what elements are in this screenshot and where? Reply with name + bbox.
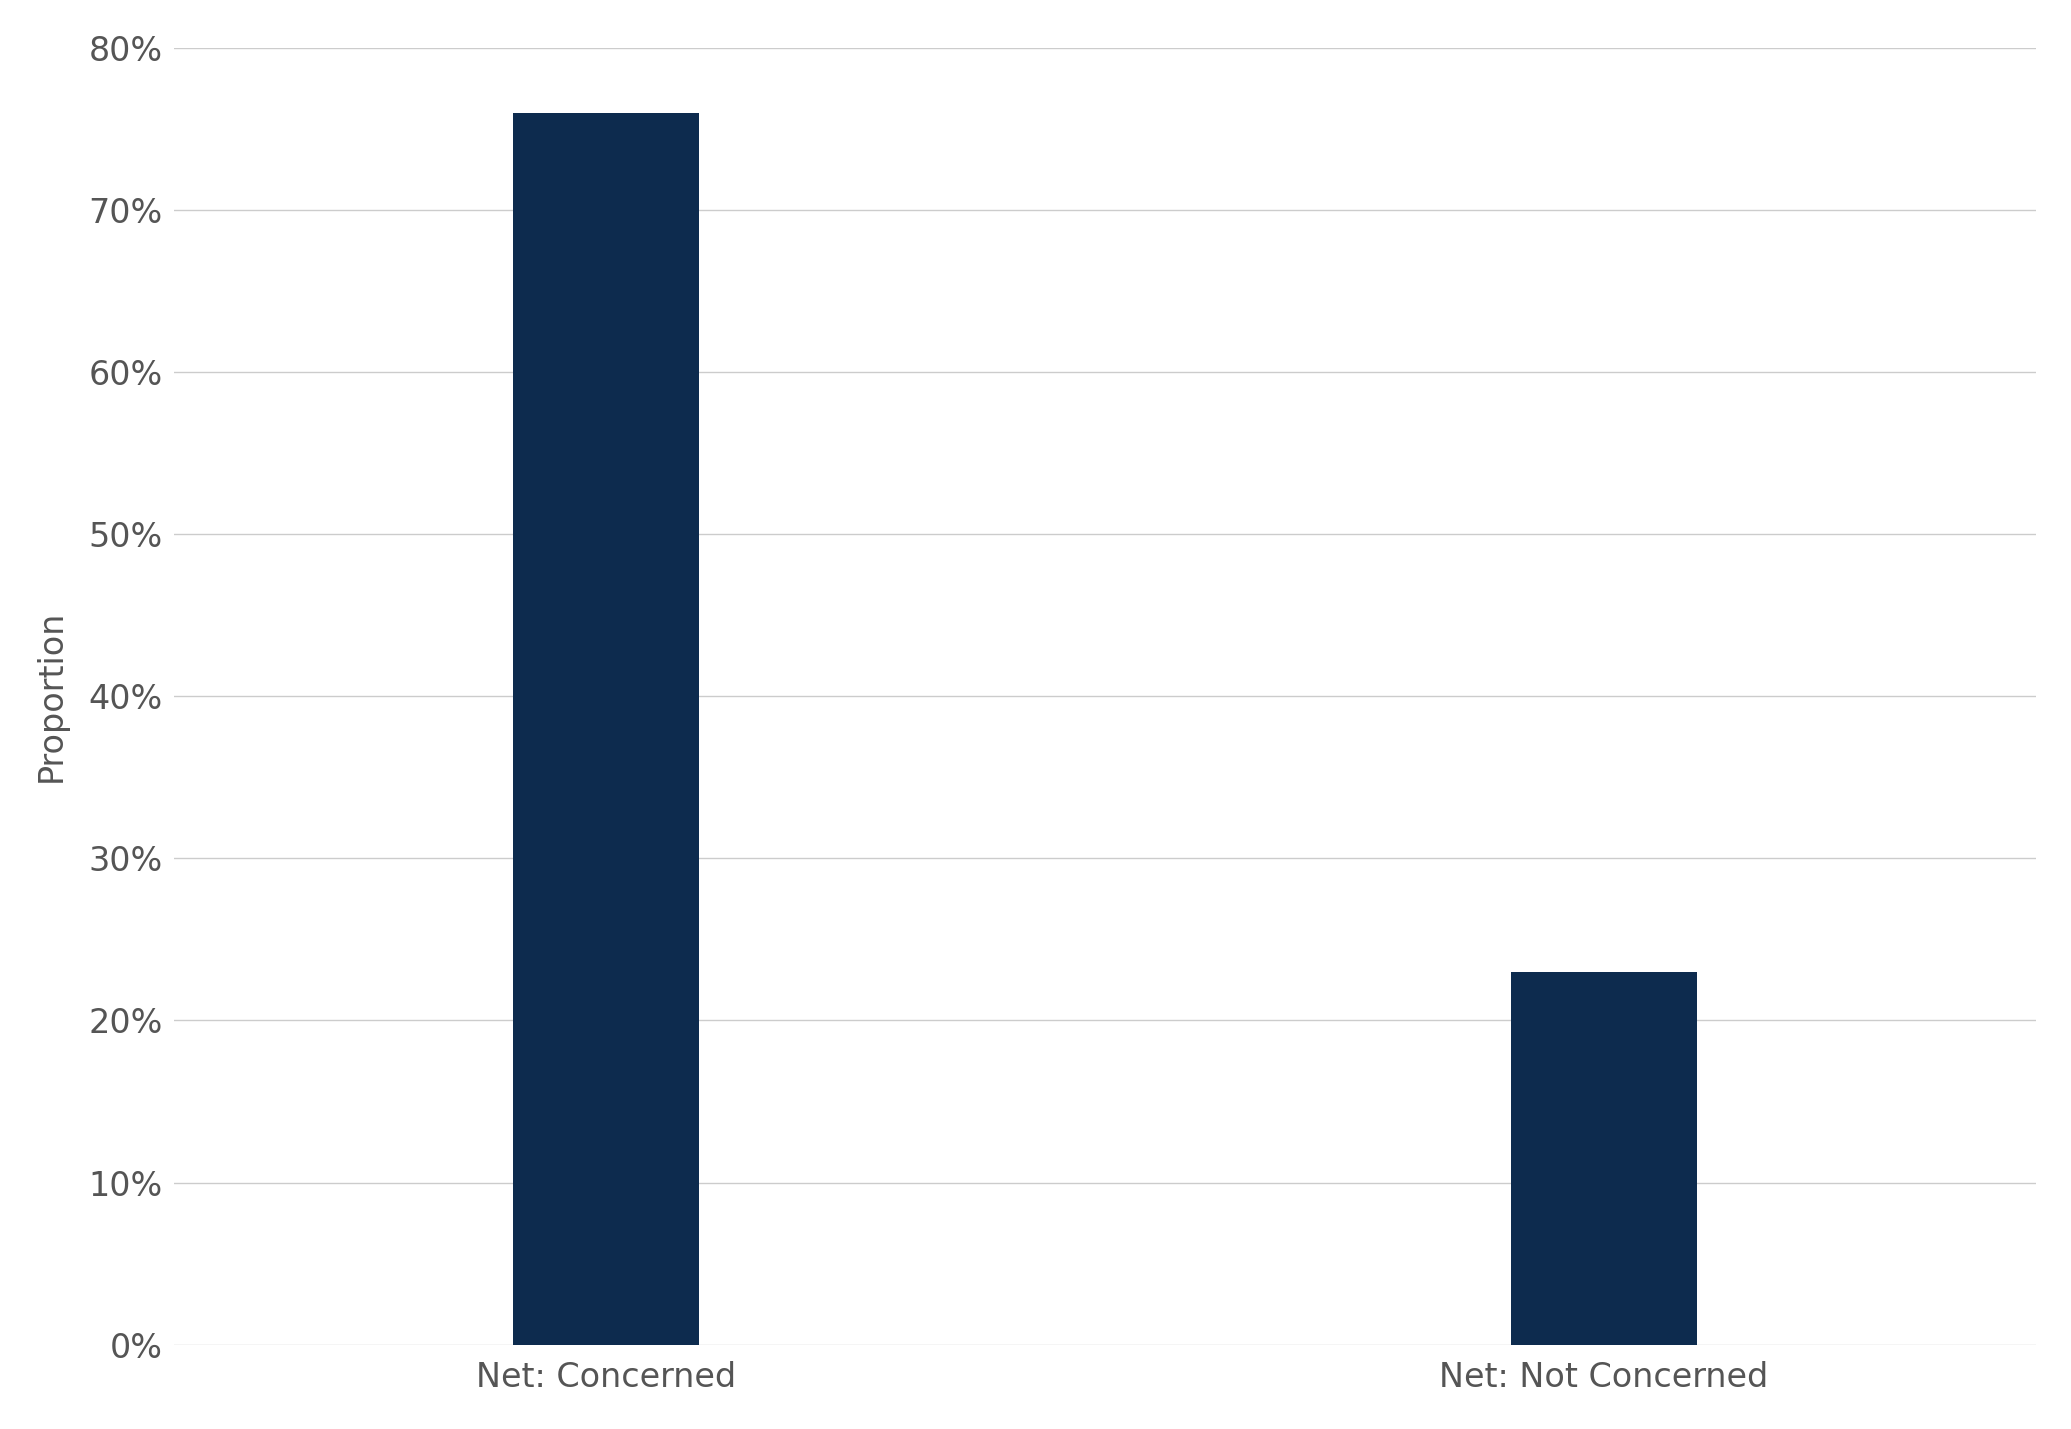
- Y-axis label: Proportion: Proportion: [35, 610, 68, 782]
- Bar: [1512, 972, 1696, 1345]
- Bar: [514, 113, 700, 1345]
